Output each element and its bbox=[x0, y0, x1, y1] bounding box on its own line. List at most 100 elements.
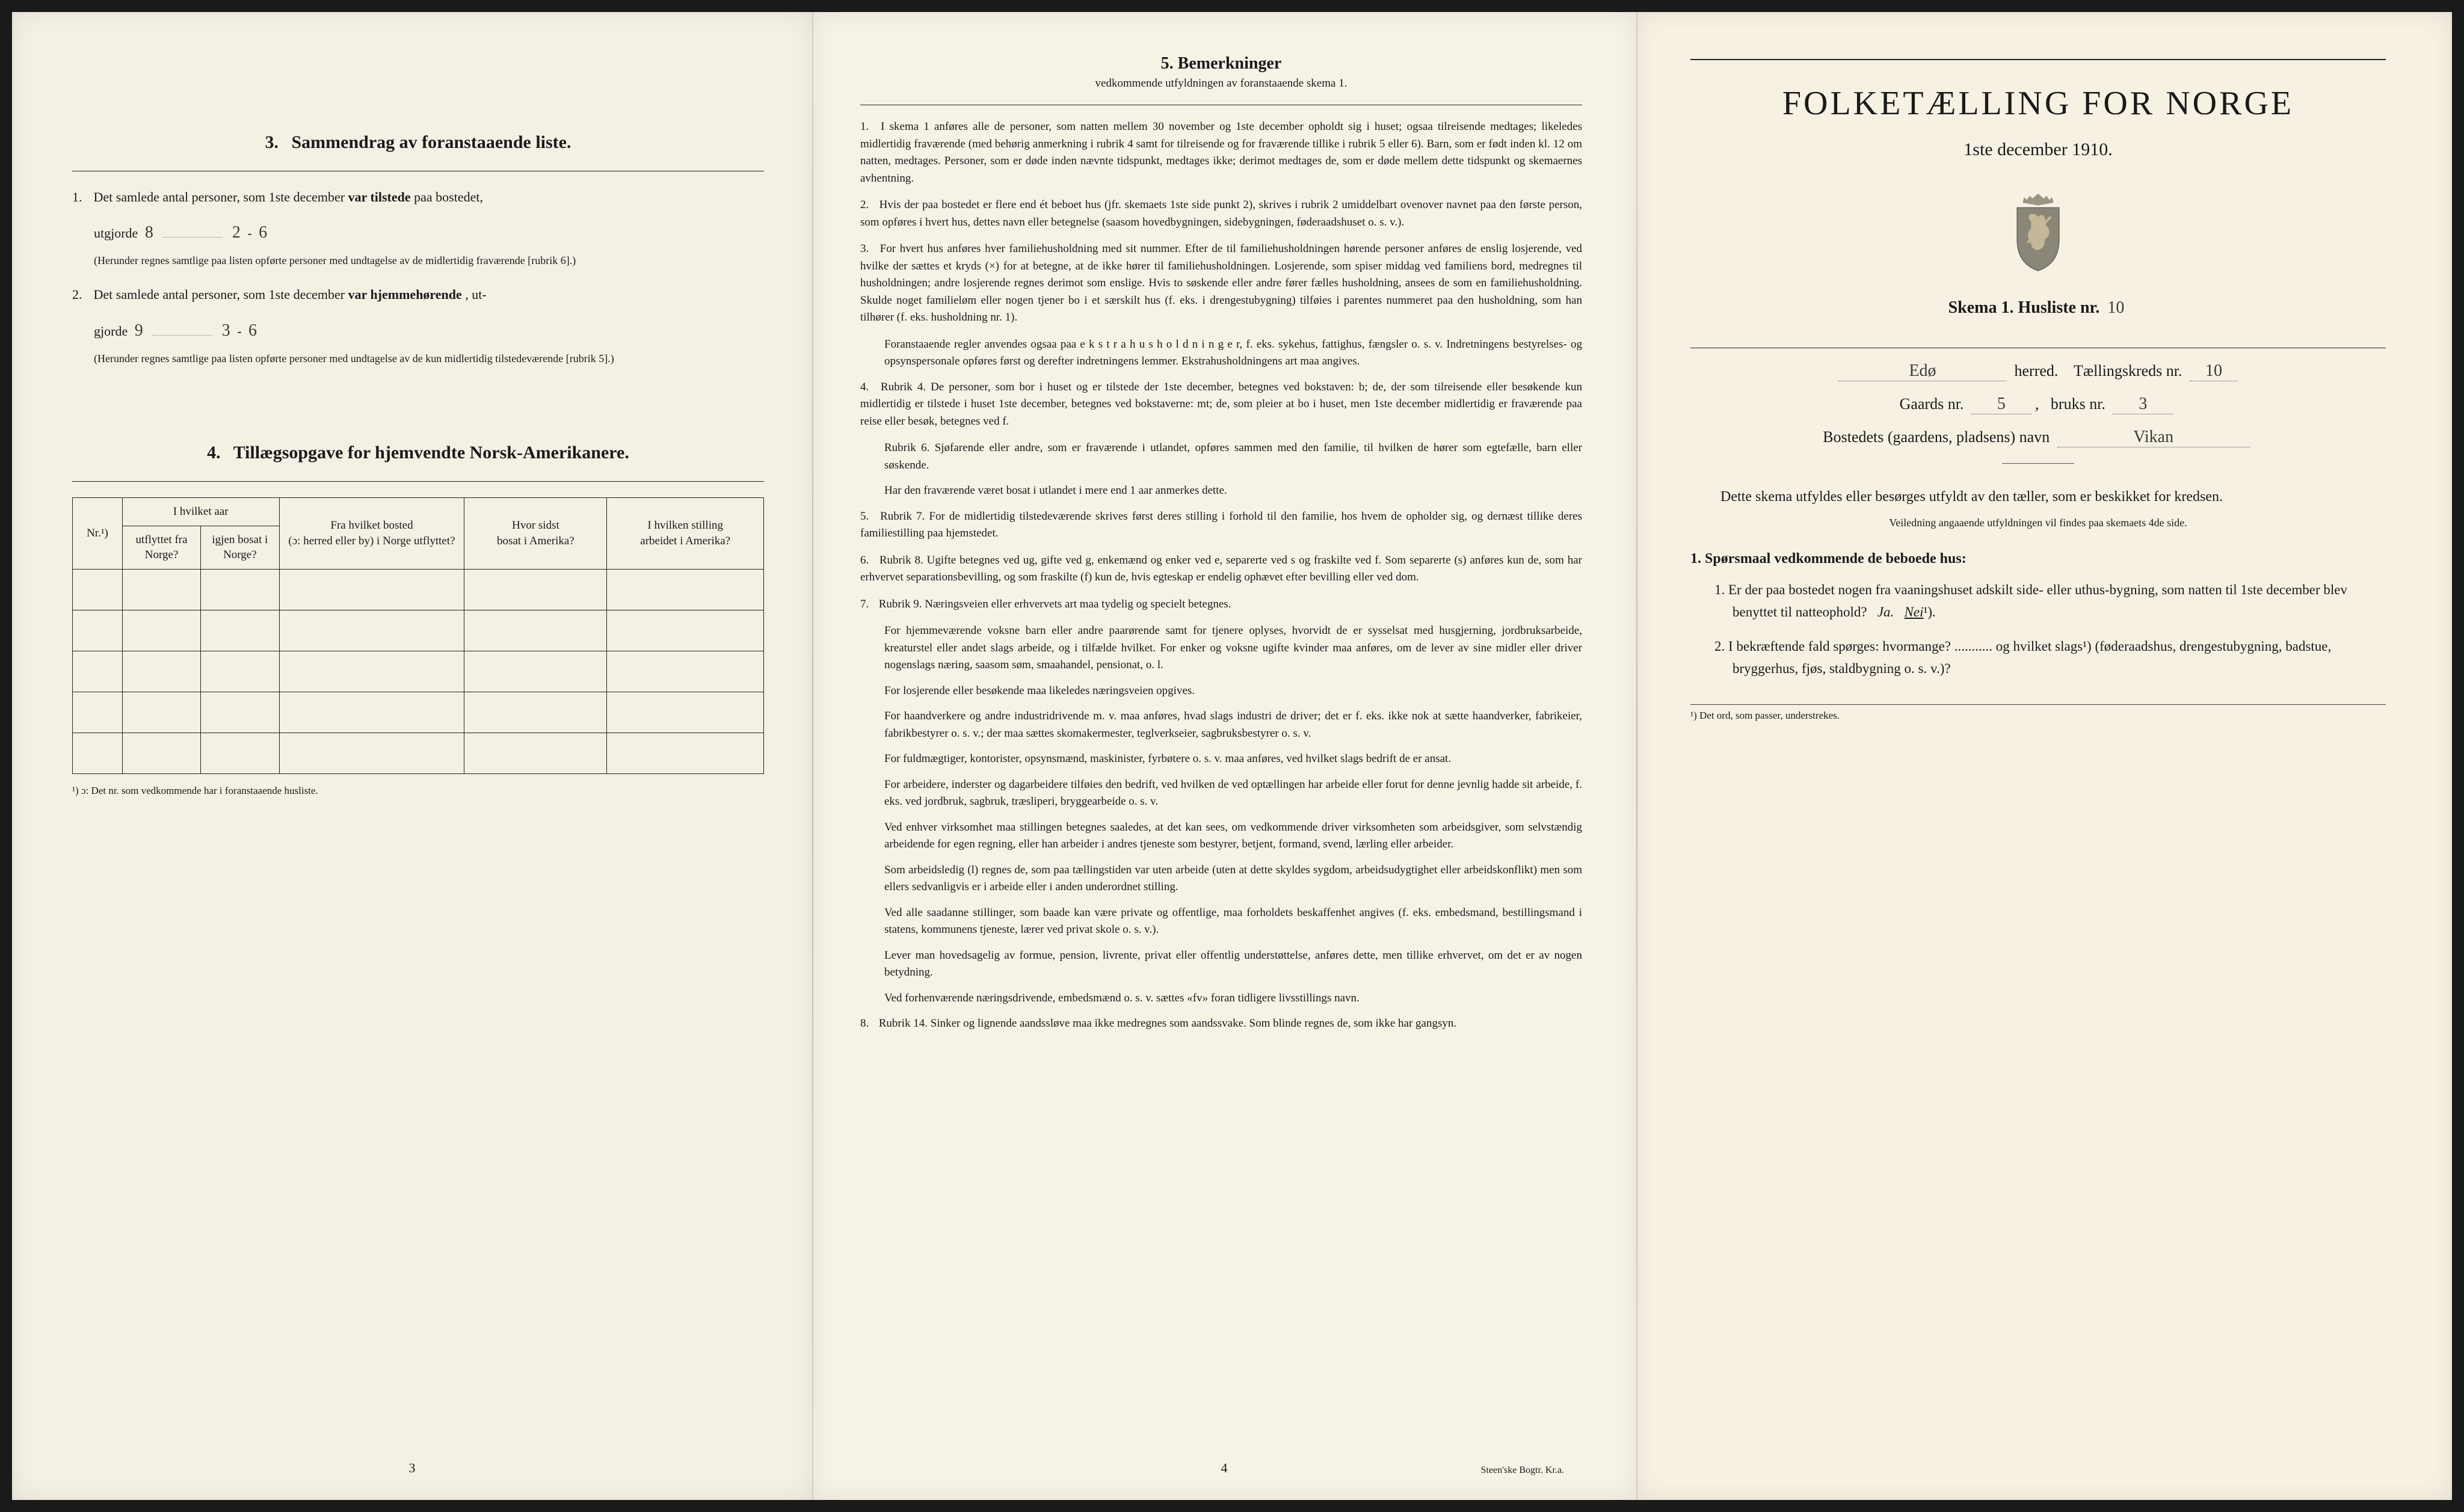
bruks-nr: 3 bbox=[2113, 395, 2173, 414]
remark-sub: For arbeidere, inderster og dagarbeidere… bbox=[860, 776, 1582, 811]
section-4-title: Tillægsopgave for hjemvendte Norsk-Ameri… bbox=[233, 443, 629, 463]
remark-sub: Foranstaaende regler anvendes ogsaa paa … bbox=[860, 336, 1582, 370]
gaards-nr: 5 bbox=[1971, 395, 2031, 414]
table-row bbox=[73, 733, 764, 773]
col-pos-a: I hvilken stilling bbox=[647, 519, 723, 532]
footnote: ¹) Det ord, som passer, understrekes. bbox=[1690, 704, 2386, 722]
blank-field bbox=[152, 335, 212, 336]
item-2-text-b: , ut- bbox=[465, 287, 486, 302]
item-2: 2. Det samlede antal personer, som 1ste … bbox=[72, 284, 764, 305]
remark-sub: Ved alle saadanne stillinger, som baade … bbox=[860, 905, 1582, 939]
remark-sub: Ved forhenværende næringsdrivende, embed… bbox=[860, 990, 1582, 1007]
questions-heading: 1. Spørsmaal vedkommende de beboede hus: bbox=[1690, 551, 2386, 567]
question-2: 2. I bekræftende fald spørges: hvormange… bbox=[1690, 636, 2386, 680]
census-date: 1ste december 1910. bbox=[1690, 140, 2386, 160]
item-1-note: (Herunder regnes samtlige paa listen opf… bbox=[72, 253, 764, 269]
bruks-label: bruks nr. bbox=[2051, 395, 2105, 413]
col-emigrated: utflyttet fra Norge? bbox=[122, 526, 200, 569]
item-1-fill: utgjorde 8 2 - 6 bbox=[72, 220, 764, 245]
col-where-b: bosat i Amerika? bbox=[497, 535, 574, 547]
remark-item: 3. For hvert hus anføres hver familiehus… bbox=[860, 241, 1582, 327]
q-title-num: 1. bbox=[1690, 551, 1701, 567]
document-spread: 3. Sammendrag av foranstaaende liste. 1.… bbox=[12, 12, 2452, 1500]
section-4-number: 4. bbox=[207, 443, 221, 463]
fold-line bbox=[812, 12, 813, 1500]
gjorde-label: gjorde bbox=[94, 324, 128, 339]
cover-page: FOLKETÆLLING FOR NORGE 1ste december 191… bbox=[1636, 12, 2452, 1500]
item-number: 2. bbox=[72, 284, 90, 305]
q1-num: 1. bbox=[1714, 582, 1725, 597]
item-1-bold: var tilstede bbox=[348, 189, 411, 204]
col-year: I hvilket aar bbox=[122, 497, 279, 526]
handwritten-value: 3 bbox=[218, 318, 234, 343]
herred-name: Edø bbox=[1838, 361, 2007, 381]
section-5-heading: 5. Bemerkninger bbox=[860, 54, 1582, 73]
census-title: FOLKETÆLLING FOR NORGE bbox=[1690, 84, 2386, 123]
remark-sub: Har den fraværende været bosat i utlande… bbox=[860, 482, 1582, 500]
section-3-title: Sammendrag av foranstaaende liste. bbox=[292, 132, 571, 152]
filler-instruction: Dette skema utfyldes eller besørges utfy… bbox=[1690, 485, 2386, 508]
remark-item: 2. Hvis der paa bostedet er flere end ét… bbox=[860, 197, 1582, 231]
col-pos-b: arbeidet i Amerika? bbox=[640, 535, 730, 547]
q-title-text: Spørsmaal vedkommende de beboede hus: bbox=[1705, 551, 1967, 567]
page-number: 3 bbox=[12, 1460, 812, 1476]
item-2-fill: gjorde 9 3 - 6 bbox=[72, 318, 764, 343]
q2-num: 2. bbox=[1714, 639, 1725, 654]
handwritten-value: 2 bbox=[229, 220, 244, 245]
remark-sub: Ved enhver virksomhet maa stillingen bet… bbox=[860, 819, 1582, 853]
remark-item: 4. Rubrik 4. De personer, som bor i huse… bbox=[860, 379, 1582, 431]
table-row bbox=[73, 692, 764, 733]
gaards-label: Gaards nr. bbox=[1900, 395, 1964, 413]
skema-line: Skema 1. Husliste nr. 10 bbox=[1690, 298, 2386, 318]
item-number: 1. bbox=[72, 187, 90, 207]
q1-text: Er der paa bostedet nogen fra vaaningshu… bbox=[1728, 582, 2347, 619]
kreds-label: Tællingskreds nr. bbox=[2074, 362, 2182, 380]
handwritten-value: 8 bbox=[141, 220, 157, 245]
remark-item: 7. Rubrik 9. Næringsveien eller erhverve… bbox=[860, 596, 1582, 613]
blank-field bbox=[162, 237, 223, 238]
handwritten-value: 6 bbox=[245, 318, 260, 343]
herred-label: herred. bbox=[2015, 362, 2059, 380]
col-returned: igjen bosat i Norge? bbox=[201, 526, 279, 569]
herred-row: Edø herred. Tællingskreds nr. 10 bbox=[1690, 361, 2386, 381]
col-position: I hvilken stilling arbeidet i Amerika? bbox=[607, 497, 764, 569]
table-row bbox=[73, 569, 764, 610]
bosted-row: Bostedets (gaardens, pladsens) navn Vika… bbox=[1690, 428, 2386, 447]
item-1-text-b: paa bostedet, bbox=[414, 189, 483, 204]
printer-credit: Steen'ske Bogtr. Kr.a. bbox=[1481, 1465, 1564, 1476]
section-3-heading: 3. Sammendrag av foranstaaende liste. bbox=[72, 132, 764, 153]
emigrant-table: Nr.¹) I hvilket aar Fra hvilket bosted (… bbox=[72, 497, 764, 774]
gaards-row: Gaards nr. 5, bruks nr. 3 bbox=[1690, 395, 2386, 414]
item-1-text-a: Det samlede antal personer, som 1ste dec… bbox=[94, 189, 348, 204]
col-from-a: Fra hvilket bosted bbox=[330, 519, 413, 532]
table-footnote: ¹) ɔ: Det nr. som vedkommende har i fora… bbox=[72, 785, 764, 797]
remark-item: 1. I skema 1 anføres alle de personer, s… bbox=[860, 118, 1582, 187]
remark-item: 8. Rubrik 14. Sinker og lignende aandssl… bbox=[860, 1015, 1582, 1033]
col-from-b: (ɔ: herred eller by) i Norge utflyttet? bbox=[288, 535, 455, 547]
section-5-subtitle: vedkommende utfyldningen av foranstaaend… bbox=[860, 77, 1582, 90]
col-where-a: Hvor sidst bbox=[512, 519, 559, 532]
question-1: 1. Er der paa bostedet nogen fra vaaning… bbox=[1690, 579, 2386, 624]
remark-sub: For fuldmægtiger, kontorister, opsynsmæn… bbox=[860, 751, 1582, 768]
section-3-number: 3. bbox=[265, 132, 279, 152]
kreds-nr: 10 bbox=[2190, 361, 2238, 381]
item-1: 1. Det samlede antal personer, som 1ste … bbox=[72, 187, 764, 207]
bosted-name: Vikan bbox=[2057, 428, 2250, 447]
top-rule bbox=[1690, 59, 2386, 60]
handwritten-value: 9 bbox=[131, 318, 147, 343]
remark-sub: For hjemmeværende voksne barn eller andr… bbox=[860, 622, 1582, 674]
table-row bbox=[73, 651, 764, 692]
item-2-note: (Herunder regnes samtlige paa listen opf… bbox=[72, 351, 764, 367]
section-5-number: 5. bbox=[1161, 54, 1174, 73]
q2-text: I bekræftende fald spørges: hvormange? .… bbox=[1728, 639, 2331, 676]
page-3: 3. Sammendrag av foranstaaende liste. 1.… bbox=[12, 12, 812, 1500]
section-4-heading: 4. Tillægsopgave for hjemvendte Norsk-Am… bbox=[72, 443, 764, 463]
husliste-nr: 10 bbox=[2104, 298, 2128, 318]
remark-sub: Som arbeidsledig (l) regnes de, som paa … bbox=[860, 862, 1582, 896]
table-row bbox=[73, 610, 764, 651]
remark-sub: Lever man hovedsagelig av formue, pensio… bbox=[860, 947, 1582, 982]
coat-of-arms-icon bbox=[2002, 190, 2074, 274]
short-rule bbox=[2002, 463, 2074, 464]
skema-label: Skema 1. Husliste nr. bbox=[1948, 298, 2100, 317]
divider bbox=[72, 481, 764, 482]
